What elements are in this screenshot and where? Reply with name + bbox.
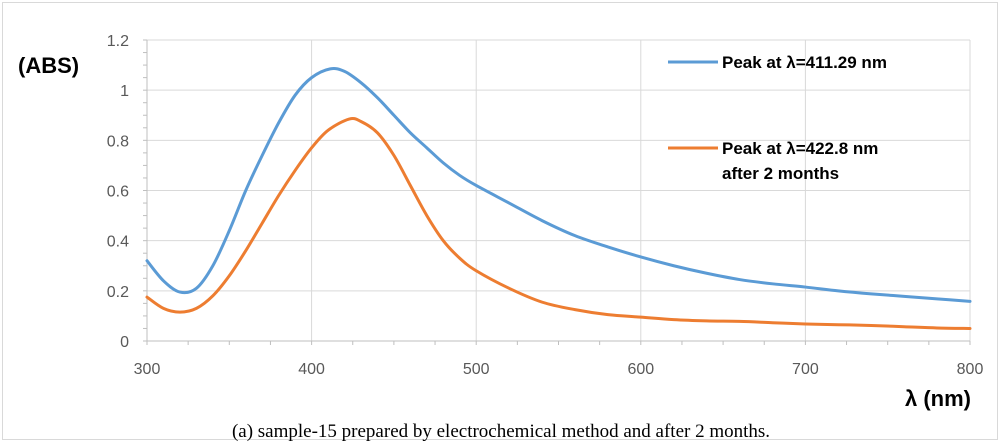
- y-tick-label: 0: [120, 334, 129, 351]
- x-tick-label: 700: [792, 361, 819, 378]
- legend-label-2: Peak at λ=422.8 nm: [722, 139, 878, 158]
- series-line-1: [145, 66, 972, 303]
- series-line-2: [145, 116, 972, 330]
- y-tick-label: 1.2: [107, 33, 129, 50]
- grid-layer: [146, 39, 971, 342]
- y-axis-title: (ABS): [18, 53, 79, 78]
- series-layer: [145, 66, 972, 330]
- x-tick-label: 300: [134, 361, 161, 378]
- legend-label-1: Peak at λ=411.29 nm: [722, 53, 887, 72]
- x-tick-label: 600: [627, 361, 654, 378]
- y-tick-label: 0.6: [107, 184, 129, 201]
- legend-label-2: after 2 months: [722, 164, 839, 183]
- y-tick-label: 0.2: [107, 284, 129, 301]
- axis-layer: 0 0.2 0.4 0.6 0.8 1 1.2 300 400 500 600 700 800: [107, 33, 984, 378]
- x-tick-label: 400: [298, 361, 325, 378]
- x-tick-label: 800: [957, 361, 984, 378]
- x-tick-label: 500: [463, 361, 490, 378]
- x-axis-title: λ (nm): [905, 386, 971, 411]
- y-tick-label: 0.8: [107, 133, 129, 150]
- legend: Peak at λ=411.29 nm Peak at λ=422.8 nm aft…: [668, 53, 887, 183]
- y-tick-label: 1: [120, 83, 129, 100]
- figure-caption: (a) sample-15 prepared by electrochemica…: [232, 421, 770, 442]
- y-tick-label: 0.4: [107, 234, 129, 251]
